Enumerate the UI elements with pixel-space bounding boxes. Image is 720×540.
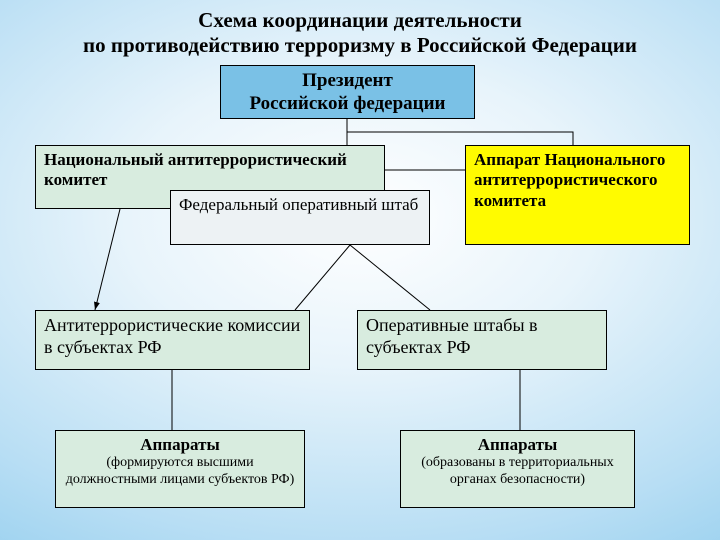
node-apparatus-right: Аппараты (образованы в территориальных о… [400,430,635,508]
node-president-line2: Российской федерации [229,93,466,116]
diagram-title-line1: Схема координации деятельности [198,8,522,32]
diagram-title-line2: по противодействию терроризму в Российск… [83,33,637,57]
node-federal-operational-hq: Федеральный оперативный штаб [170,190,430,245]
node-nak-label: Национальный антитеррористический комите… [44,150,376,191]
node-apparatus-nak-label: Аппарат Национального антитеррористическ… [474,150,681,211]
node-operational-hq-subjects: Оперативные штабы в субъектах РФ [357,310,607,370]
node-oper-subjects-label: Оперативные штабы в субъектах РФ [366,315,598,358]
node-staff-label: Федеральный оперативный штаб [179,195,421,215]
node-antiterror-commissions-subjects: Антитеррористические комиссии в субъекта… [35,310,310,370]
node-apparatus-left-sub: (формируются высшими должностными лицами… [64,455,296,489]
diagram-title: Схема координации деятельности по против… [0,8,720,58]
node-atk-subjects-label: Антитеррористические комиссии в субъекта… [44,315,301,358]
diagram-canvas: { "title": { "line1": "Схема координации… [0,0,720,540]
node-apparatus-nak: Аппарат Национального антитеррористическ… [465,145,690,245]
node-president: Президент Российской федерации [220,65,475,119]
node-president-line1: Президент [229,70,466,93]
node-apparatus-left: Аппараты (формируются высшими должностны… [55,430,305,508]
node-apparatus-left-title: Аппараты [64,435,296,455]
node-apparatus-right-sub: (образованы в территориальных органах бе… [409,455,626,489]
node-apparatus-right-title: Аппараты [409,435,626,455]
